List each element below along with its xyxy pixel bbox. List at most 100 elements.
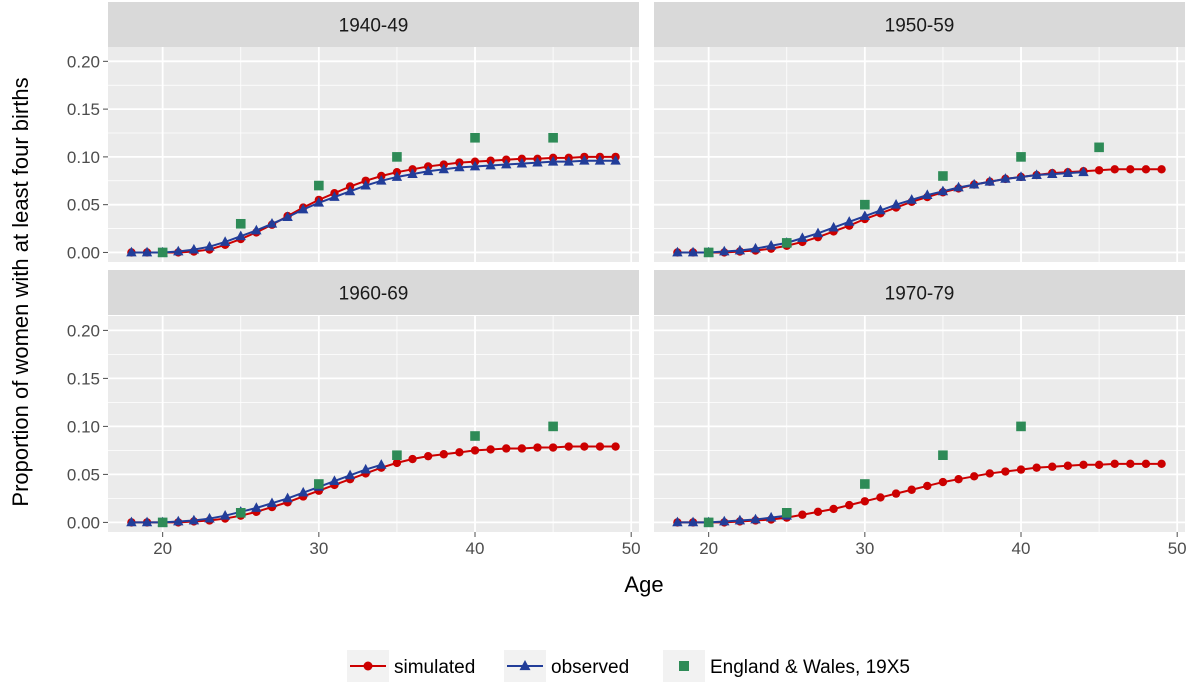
- ew-point: [548, 132, 558, 143]
- facet-panel-1970-79: 1970-79 20 30 40 50: [654, 270, 1187, 558]
- observed-point: [563, 155, 574, 166]
- y-tick-label: 0.10: [67, 417, 100, 436]
- observed-point: [266, 497, 278, 508]
- panel-background: [108, 47, 639, 262]
- observed-point: [469, 160, 481, 171]
- observed-point: [282, 211, 293, 221]
- simulated-point: [1126, 165, 1135, 174]
- ew-point: [235, 218, 246, 229]
- simulated-point: [1048, 462, 1057, 471]
- x-tick-label: 40: [466, 539, 485, 558]
- observed-point: [251, 502, 262, 512]
- simulated-point: [891, 489, 901, 498]
- simulated-point: [1063, 461, 1073, 470]
- observed-point: [219, 236, 231, 246]
- x-tick-label: 50: [1168, 539, 1187, 558]
- simulated-point: [486, 445, 495, 454]
- facet-strip: [654, 2, 1185, 47]
- simulated-point: [502, 444, 511, 453]
- observed-point: [344, 185, 356, 196]
- observed-point: [953, 181, 964, 192]
- ew-point: [781, 508, 792, 518]
- observed-point: [204, 512, 215, 523]
- observed-point: [329, 191, 340, 201]
- ew-point: [938, 450, 948, 460]
- observed-point: [532, 156, 543, 167]
- observed-point: [501, 158, 512, 169]
- observed-point: [750, 242, 761, 253]
- observed-point: [344, 469, 356, 480]
- simulated-point: [954, 475, 963, 484]
- observed-point: [173, 245, 184, 256]
- y-tick-label: 0.10: [67, 148, 100, 167]
- observed-point: [922, 189, 933, 200]
- observed-point: [547, 155, 559, 166]
- simulated-point: [1016, 465, 1026, 474]
- facet-strip: [654, 270, 1185, 315]
- facet-strip: [108, 270, 639, 315]
- observed-point: [141, 246, 153, 257]
- ew-point: [470, 431, 480, 441]
- facet-panel-1960-69: 1960-69 0.00 0.05 0.10 0.15 0.20 20 30 40 50: [67, 270, 641, 558]
- observed-point: [376, 175, 387, 185]
- observed-point: [1062, 167, 1074, 178]
- y-tick-label: 0.20: [67, 52, 100, 71]
- legend-key-marker: [519, 659, 531, 671]
- observed-point: [391, 171, 403, 181]
- legend-item-observed: observed: [504, 650, 629, 682]
- ew-point: [860, 479, 870, 489]
- observed-point: [875, 204, 886, 215]
- observed-point: [750, 513, 761, 524]
- observed-point: [765, 240, 777, 250]
- observed-point: [734, 514, 746, 525]
- ew-point: [392, 450, 402, 460]
- observed-point: [282, 492, 293, 503]
- observed-point: [188, 514, 200, 525]
- observed-point: [719, 245, 730, 256]
- ew-point: [314, 479, 324, 489]
- y-tick-label: 0.20: [67, 321, 100, 340]
- observed-point: [906, 194, 917, 204]
- ew-point: [1016, 152, 1026, 162]
- legend: simulated observed England & Wales, 19X5: [347, 650, 910, 682]
- simulated-point: [985, 469, 994, 478]
- x-tick-label: 40: [1012, 539, 1031, 558]
- observed-point: [204, 240, 215, 251]
- y-tick-label: 0.00: [67, 243, 100, 262]
- observed-point: [610, 154, 621, 165]
- observed-point: [360, 463, 371, 474]
- observed-point: [984, 176, 995, 186]
- observed-point: [1078, 166, 1089, 177]
- panel-background: [108, 316, 639, 532]
- facet-panel-1950-59: 1950-59: [654, 2, 1185, 262]
- observed-point: [141, 516, 153, 527]
- y-tick-label: 0.05: [67, 196, 100, 215]
- ew-point: [157, 517, 168, 528]
- observed-point: [672, 516, 683, 527]
- simulated-point: [829, 504, 838, 514]
- observed-point: [485, 159, 496, 170]
- simulated-point: [423, 451, 433, 461]
- simulated-point: [1141, 459, 1151, 469]
- ew-point: [392, 152, 402, 162]
- observed-point: [438, 163, 449, 174]
- simulated-point: [1079, 460, 1088, 469]
- x-tick-label: 30: [855, 539, 874, 558]
- observed-point: [828, 221, 839, 232]
- observed-point: [594, 154, 606, 165]
- ew-point: [1094, 142, 1104, 153]
- legend-label: England & Wales, 19X5: [710, 657, 910, 678]
- legend-label: observed: [551, 657, 629, 678]
- observed-point: [266, 218, 278, 228]
- simulated-point: [1094, 460, 1104, 469]
- observed-point: [298, 203, 309, 214]
- x-axis-title: Age: [624, 572, 663, 597]
- ew-point: [470, 132, 480, 143]
- x-tick-label: 30: [309, 539, 328, 558]
- simulated-point: [611, 442, 620, 451]
- observed-point: [235, 230, 246, 241]
- simulated-point: [813, 507, 823, 517]
- observed-point: [719, 515, 730, 526]
- legend-item-ew: England & Wales, 19X5: [663, 650, 910, 682]
